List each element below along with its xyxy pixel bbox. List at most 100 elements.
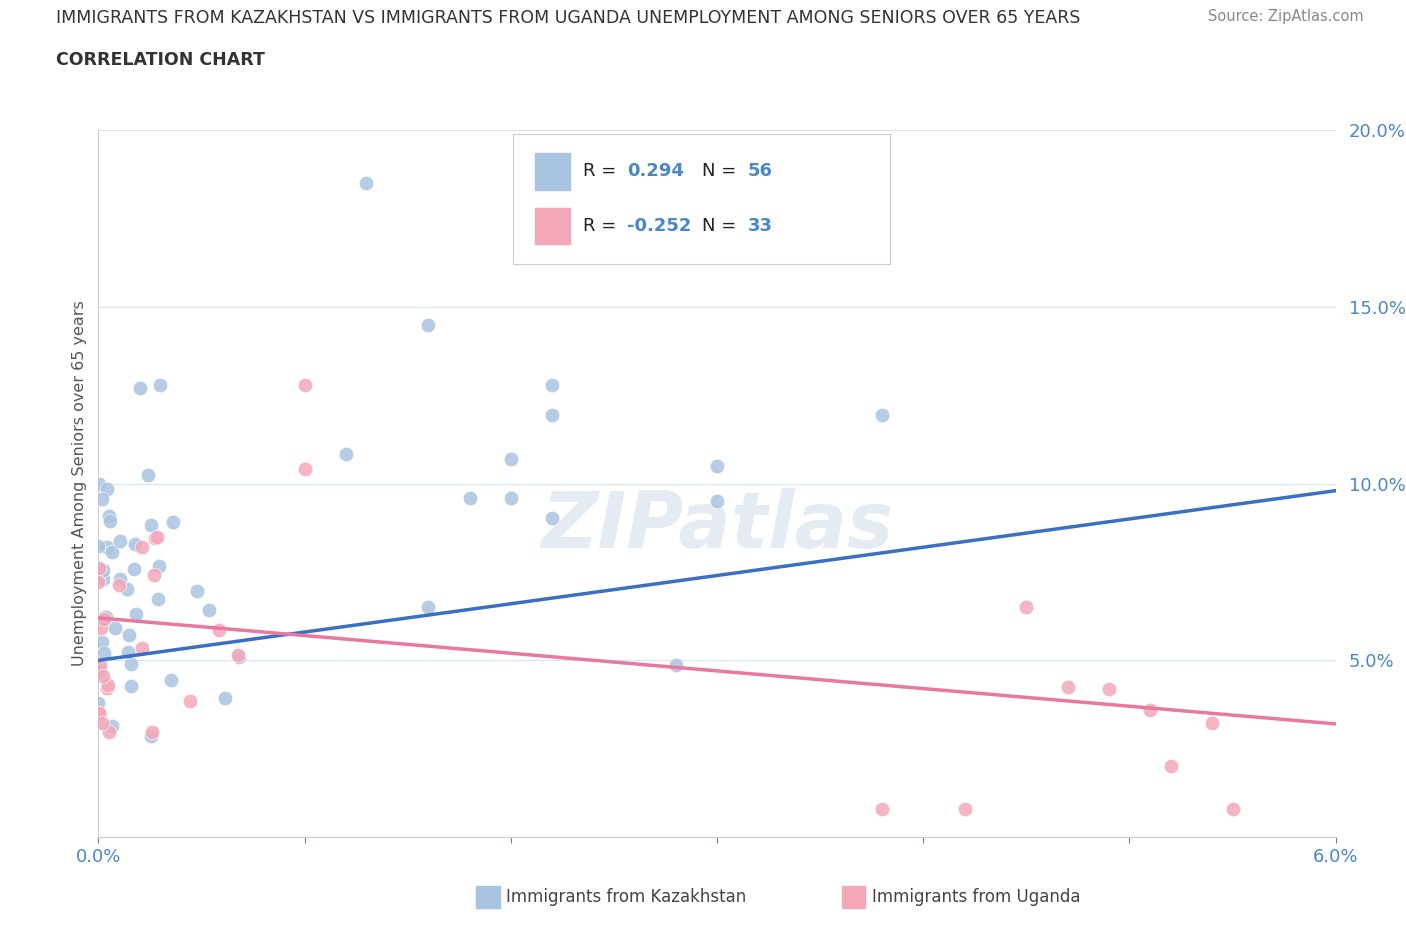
Point bbox=[143, 567, 166, 582]
Point bbox=[665, 658, 688, 672]
Point bbox=[541, 408, 564, 423]
FancyBboxPatch shape bbox=[534, 153, 571, 191]
Point bbox=[100, 544, 122, 559]
Point bbox=[90, 716, 112, 731]
Point bbox=[93, 609, 115, 624]
Point bbox=[146, 530, 169, 545]
Point bbox=[706, 494, 728, 509]
Text: Source: ZipAtlas.com: Source: ZipAtlas.com bbox=[1208, 9, 1364, 24]
Point bbox=[87, 705, 110, 720]
Text: Immigrants from Kazakhstan: Immigrants from Kazakhstan bbox=[506, 888, 747, 907]
Point bbox=[294, 462, 316, 477]
Point bbox=[418, 317, 440, 332]
Point bbox=[87, 575, 110, 590]
Point bbox=[128, 380, 150, 395]
Point bbox=[458, 490, 481, 505]
Point bbox=[90, 492, 112, 507]
Point bbox=[139, 517, 162, 532]
Text: Immigrants from Uganda: Immigrants from Uganda bbox=[872, 888, 1080, 907]
Point bbox=[141, 724, 163, 739]
Point bbox=[89, 561, 111, 576]
Point bbox=[1222, 802, 1244, 817]
Point bbox=[1015, 600, 1038, 615]
Text: IMMIGRANTS FROM KAZAKHSTAN VS IMMIGRANTS FROM UGANDA UNEMPLOYMENT AMONG SENIORS : IMMIGRANTS FROM KAZAKHSTAN VS IMMIGRANTS… bbox=[56, 9, 1081, 27]
Text: N =: N = bbox=[702, 162, 742, 180]
Point bbox=[541, 511, 564, 525]
Point bbox=[148, 558, 170, 573]
FancyBboxPatch shape bbox=[534, 206, 571, 246]
Point bbox=[131, 641, 153, 656]
Point bbox=[870, 802, 893, 817]
Point bbox=[226, 647, 249, 662]
Point bbox=[335, 447, 357, 462]
Text: R =: R = bbox=[583, 217, 623, 234]
Point bbox=[90, 634, 112, 649]
Point bbox=[104, 620, 127, 635]
FancyBboxPatch shape bbox=[513, 134, 890, 264]
Point bbox=[160, 672, 183, 687]
Point bbox=[139, 728, 162, 743]
Point bbox=[90, 620, 112, 635]
Point bbox=[89, 664, 111, 679]
Point bbox=[124, 537, 146, 551]
Point bbox=[87, 696, 110, 711]
Point bbox=[1056, 679, 1078, 694]
Point bbox=[125, 606, 148, 621]
Point bbox=[98, 724, 121, 739]
Point bbox=[96, 678, 118, 693]
Point bbox=[108, 571, 131, 586]
Y-axis label: Unemployment Among Seniors over 65 years: Unemployment Among Seniors over 65 years bbox=[72, 300, 87, 667]
Point bbox=[149, 378, 172, 392]
Point bbox=[96, 481, 118, 496]
Point bbox=[418, 600, 440, 615]
Point bbox=[91, 562, 114, 577]
Point bbox=[96, 681, 118, 696]
Point bbox=[1098, 682, 1121, 697]
Point bbox=[228, 649, 250, 664]
Point bbox=[131, 539, 153, 554]
Point bbox=[1139, 702, 1161, 717]
Point bbox=[87, 664, 110, 679]
Point bbox=[96, 540, 118, 555]
Point bbox=[356, 176, 378, 191]
Text: ZIPatlas: ZIPatlas bbox=[541, 488, 893, 564]
Point bbox=[143, 531, 166, 546]
Point bbox=[294, 378, 316, 392]
Text: 33: 33 bbox=[748, 217, 773, 234]
Point bbox=[118, 628, 141, 643]
Point bbox=[706, 459, 728, 474]
Point bbox=[214, 691, 236, 706]
Point bbox=[499, 490, 522, 505]
Text: -0.252: -0.252 bbox=[627, 217, 692, 234]
Point bbox=[120, 657, 142, 671]
Point bbox=[108, 578, 131, 592]
Text: N =: N = bbox=[702, 217, 742, 234]
Point bbox=[124, 561, 146, 576]
Point bbox=[96, 609, 118, 624]
Point bbox=[870, 407, 893, 422]
Point bbox=[186, 584, 208, 599]
Point bbox=[93, 645, 115, 660]
Point bbox=[179, 694, 201, 709]
Point bbox=[93, 612, 115, 627]
Point bbox=[117, 644, 139, 659]
Point bbox=[115, 581, 138, 596]
Point bbox=[87, 538, 110, 553]
Point bbox=[89, 476, 111, 491]
Point bbox=[499, 451, 522, 466]
Text: R =: R = bbox=[583, 162, 623, 180]
Point bbox=[198, 602, 221, 617]
Point bbox=[91, 669, 114, 684]
Point bbox=[1160, 759, 1182, 774]
Point bbox=[953, 802, 976, 817]
Point bbox=[108, 534, 131, 549]
Point bbox=[146, 591, 169, 606]
Point bbox=[208, 623, 231, 638]
Point bbox=[89, 658, 111, 672]
Point bbox=[1201, 716, 1223, 731]
Point bbox=[100, 514, 122, 529]
Text: 0.294: 0.294 bbox=[627, 162, 683, 180]
Point bbox=[97, 509, 120, 524]
Text: 56: 56 bbox=[748, 162, 773, 180]
Point bbox=[89, 707, 111, 722]
